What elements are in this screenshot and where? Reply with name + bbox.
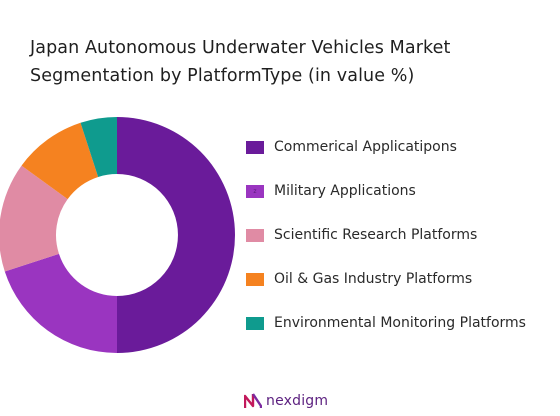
donut-slice-1 bbox=[117, 117, 235, 353]
legend-swatch bbox=[246, 316, 264, 330]
nexdigm-logo-icon bbox=[244, 393, 262, 408]
legend-swatch: z bbox=[246, 184, 264, 198]
legend-label: Commerical Applicatipons bbox=[274, 139, 457, 155]
donut-slice-2 bbox=[4, 253, 118, 353]
legend-label: Oil & Gas Industry Platforms bbox=[274, 271, 473, 287]
legend-item-scientific: Scientific Research Platforms bbox=[246, 224, 526, 246]
donut-slice-3 bbox=[0, 165, 68, 272]
donut-slice-5 bbox=[80, 117, 117, 177]
donut-slice-4 bbox=[21, 122, 99, 200]
legend-label: Military Applications bbox=[274, 183, 416, 199]
chart-title-line-1: Japan Autonomous Underwater Vehicles Mar… bbox=[30, 38, 451, 58]
chart-title: Japan Autonomous Underwater Vehicles Mar… bbox=[30, 34, 550, 90]
legend-item-commercial: Commerical Applicatipons bbox=[246, 136, 526, 158]
legend-label: Environmental Monitoring Platforms bbox=[274, 315, 526, 331]
brand-name: nexdigm bbox=[266, 393, 329, 409]
legend-swatch bbox=[246, 272, 264, 286]
legend-swatch bbox=[246, 140, 264, 154]
legend-item-environmental: Environmental Monitoring Platforms bbox=[246, 312, 526, 334]
donut-slices bbox=[0, 117, 235, 353]
legend-item-military: z Military Applications bbox=[246, 180, 526, 202]
chart-title-line-2: Segmentation by PlatformType (in value %… bbox=[30, 66, 415, 86]
legend-swatch bbox=[246, 228, 264, 242]
chart-legend: Commerical Applicatipons z Military Appl… bbox=[246, 136, 526, 356]
donut-chart bbox=[0, 117, 235, 353]
brand-logo: nexdigm bbox=[244, 393, 328, 409]
legend-item-oil-gas: Oil & Gas Industry Platforms bbox=[246, 268, 526, 290]
legend-label: Scientific Research Platforms bbox=[274, 227, 478, 243]
